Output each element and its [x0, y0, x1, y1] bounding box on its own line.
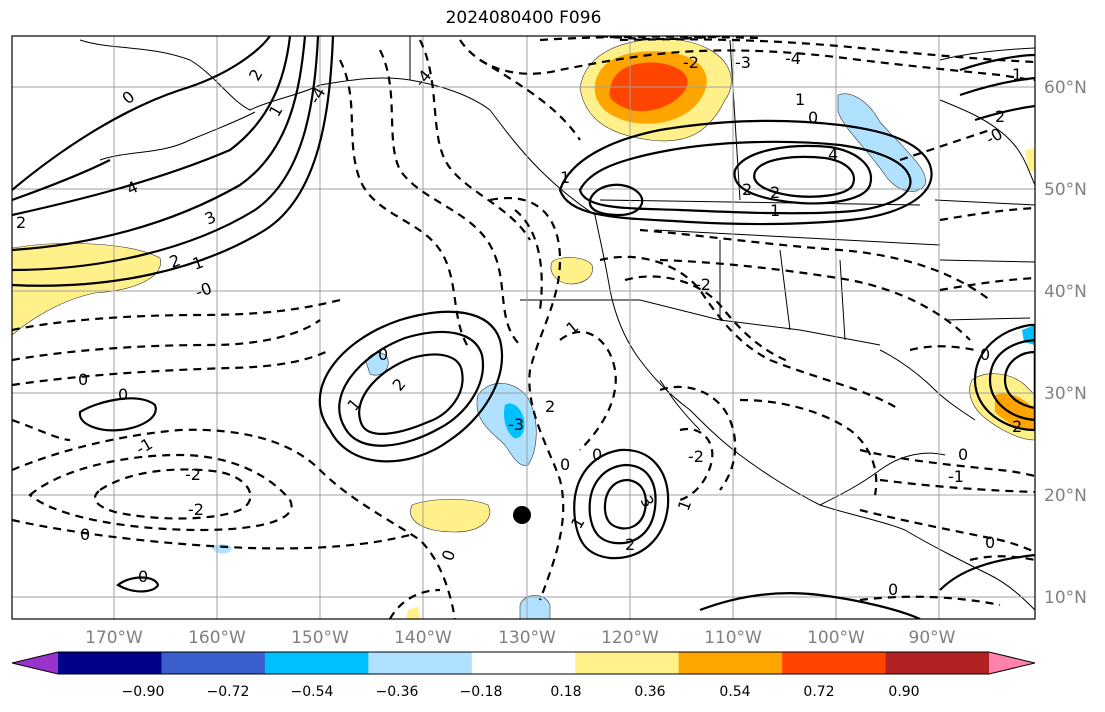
colorbar-tick-label: 0.54: [719, 684, 750, 700]
contour-label: 0: [78, 370, 88, 389]
contour-label: 0: [958, 445, 968, 464]
colorbar-segment: [368, 652, 473, 674]
contour-label: 1: [770, 201, 780, 220]
colorbar-tick-label: 0.72: [803, 684, 834, 700]
lon-tick-label: 140°W: [394, 628, 452, 648]
lon-tick-label: 90°W: [909, 628, 956, 648]
colorbar-tick-label: 0.90: [888, 684, 919, 700]
colorbar-tick-labels: −0.90 −0.72 −0.54 −0.36 −0.18 0.18 0.36 …: [122, 684, 920, 700]
contour-label: 2: [16, 213, 26, 232]
lat-tick-label: 10°N: [1044, 588, 1087, 608]
contour-label: 0: [560, 455, 570, 474]
lon-tick-label: 110°W: [704, 628, 762, 648]
contour-label: -2: [188, 500, 204, 519]
contour-label: 1: [795, 90, 805, 109]
lon-tick-label: 120°W: [601, 628, 659, 648]
shade-yellow-sw: [406, 606, 420, 619]
map-panel: 0 4 3 2 1 -0 2 2 1 -4 -4 -2 -3 -4 1 0 4 …: [12, 36, 1035, 619]
contour-label: -3: [735, 53, 751, 72]
lat-tick-label: 60°N: [1044, 78, 1087, 98]
contour-label: 0: [378, 345, 388, 364]
contour-label: 0: [138, 567, 148, 586]
contour-label: -2: [185, 465, 201, 484]
colorbar-tick-label: −0.36: [376, 684, 419, 700]
lat-tick-label: 20°N: [1044, 486, 1087, 506]
contour-label: 0: [888, 580, 898, 599]
lon-tick-label: 160°W: [188, 628, 246, 648]
colorbar-segment: [782, 652, 887, 674]
lat-tick-labels: 60°N 50°N 40°N 30°N 20°N 10°N: [1044, 78, 1087, 608]
contour-label: 2: [545, 397, 555, 416]
contour-label: -2: [688, 447, 704, 466]
contour-label: 0: [118, 385, 128, 404]
colorbar-segment: [471, 652, 576, 674]
shade-orange-gulf: [995, 393, 1035, 431]
colorbar-tick-label: −0.90: [122, 684, 165, 700]
contour-label: 2: [995, 107, 1005, 126]
shade-yellow-west: [12, 243, 161, 336]
contours-positive: [12, 36, 1035, 619]
lat-tick-label: 30°N: [1044, 384, 1087, 404]
lon-tick-labels: 170°W 160°W 150°W 140°W 130°W 120°W 110°…: [85, 628, 956, 648]
colorbar-segment: [575, 652, 680, 674]
colorbar-tick-label: −0.72: [207, 684, 250, 700]
colorbar-segment: [264, 652, 369, 674]
storm-marker-dot: [513, 506, 531, 524]
colorbar-tick-label: −0.18: [460, 684, 503, 700]
contour-label: 0: [592, 445, 602, 464]
contour-label: 1: [1012, 65, 1022, 84]
colorbar-tick-label: −0.54: [291, 684, 334, 700]
lon-tick-label: 170°W: [85, 628, 143, 648]
colorbar-extend-left: [12, 652, 58, 674]
shade-cyan-pacific: [504, 403, 525, 439]
colorbar-segment: [885, 652, 990, 674]
colorbar-segment: [161, 652, 266, 674]
contour-label: -3: [508, 415, 524, 434]
contour-label: 0: [808, 108, 818, 127]
map-frame: [11, 35, 1036, 620]
map-title: 2024080400 F096: [445, 8, 602, 28]
colorbar-segment: [58, 652, 162, 674]
contour-label: -2: [683, 53, 699, 72]
contour-label: -0: [193, 278, 214, 301]
shade-blue-dot2: [519, 594, 551, 619]
contour-label: 1: [560, 168, 570, 187]
contour-label: -2: [695, 275, 711, 294]
coastlines: [79, 36, 1035, 611]
contour-label: 0: [985, 533, 995, 552]
colorbar: [11, 651, 1036, 675]
contour-label: -1: [948, 467, 964, 486]
contour-label: 4: [828, 145, 838, 164]
colorbar-tick-label: 0.18: [550, 684, 581, 700]
lon-tick-label: 130°W: [498, 628, 556, 648]
colorbar-outline: [11, 651, 1036, 675]
contour-label: 2: [625, 535, 635, 554]
shade-yellow-south: [410, 499, 490, 533]
shade-yellow-small: [550, 257, 593, 285]
contour-label: -4: [785, 49, 801, 68]
lon-tick-label: 150°W: [291, 628, 349, 648]
colorbar-extend-right: [989, 652, 1035, 674]
contour-label: 0: [980, 345, 990, 364]
lon-tick-label: 100°W: [807, 628, 865, 648]
contour-label: 2: [742, 180, 752, 199]
contours-negative: [12, 36, 1035, 619]
lat-tick-label: 50°N: [1044, 180, 1087, 200]
colorbar-tick-label: 0.36: [634, 684, 665, 700]
shade-yellow-edge: [1025, 148, 1035, 172]
lat-tick-label: 40°N: [1044, 282, 1087, 302]
contour-label: 0: [80, 525, 90, 544]
contour-label: 2: [770, 183, 780, 202]
colorbar-segment: [678, 652, 783, 674]
contour-label: 2: [1012, 417, 1022, 436]
